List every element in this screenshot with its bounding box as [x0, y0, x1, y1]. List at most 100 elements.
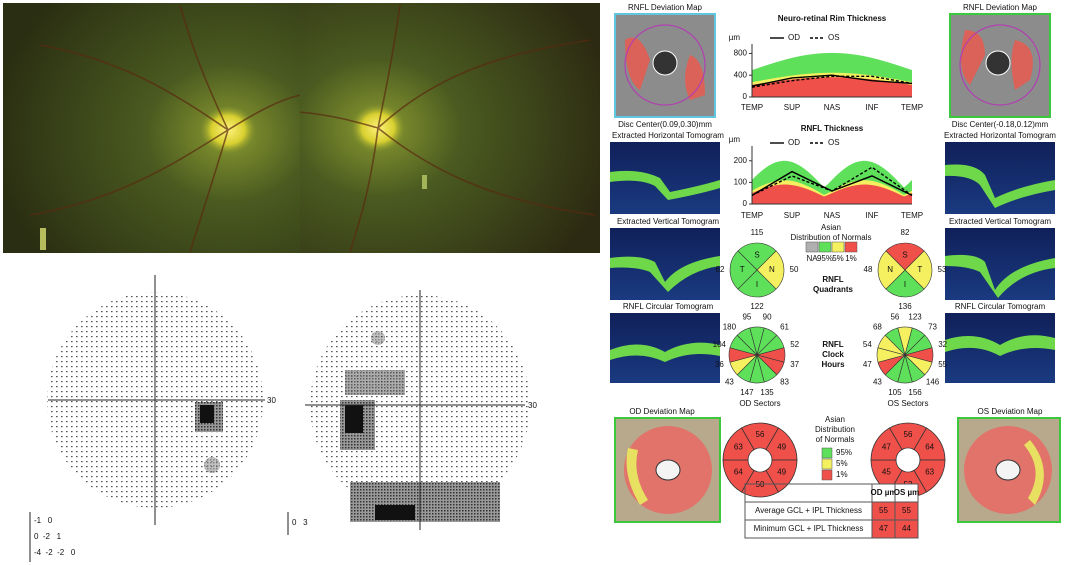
panel-title: Extracted Vertical Tomogram — [949, 217, 1051, 226]
legend-swatch — [821, 447, 833, 459]
legend-label: NA — [806, 254, 818, 263]
quadrant-letter: S — [754, 250, 759, 259]
quadrant-letter: S — [902, 250, 907, 259]
oct-report: RNFL Deviation Map Disc Center(0.09,0.30… — [610, 3, 1061, 523]
legend-swatch — [844, 241, 858, 253]
panel-title: RNFL Circular Tomogram — [955, 302, 1046, 311]
panel-title: Extracted Horizontal Tomogram — [944, 131, 1056, 140]
panel-title: OS Deviation Map — [978, 407, 1043, 416]
y-tick-label: 0 — [743, 92, 748, 101]
clock-value: 52 — [790, 340, 799, 349]
row-label: Average GCL + IPL Thickness — [755, 506, 862, 515]
gcl-value: 56 — [756, 430, 765, 439]
quadrant-letter: N — [887, 265, 893, 274]
retina-band — [945, 254, 1055, 298]
panel-title: OD Deviation Map — [629, 407, 695, 416]
clock-value: 73 — [928, 323, 937, 332]
y-tick-label: 200 — [734, 156, 748, 165]
legend-title: Asian — [821, 223, 841, 232]
gcl-sector — [870, 427, 903, 461]
field-defect — [345, 370, 405, 395]
clock-value: 180 — [723, 323, 737, 332]
gcl-value: 49 — [777, 468, 786, 477]
legend-label: 5% — [832, 254, 844, 263]
clock-value: 55 — [938, 360, 947, 369]
clock-value: 43 — [873, 378, 882, 387]
legend-title: Distribution of Normals — [791, 233, 872, 242]
quadrant-value: 82 — [901, 228, 910, 237]
quadrant-sector — [885, 269, 925, 298]
clock-value: 43 — [725, 378, 734, 387]
legend-swatch — [831, 241, 845, 253]
series-line — [751, 166, 913, 196]
quadrant-letter: T — [917, 265, 922, 274]
quadrant-value: 115 — [751, 228, 764, 237]
retina-band — [945, 164, 1055, 208]
quadrant-sector — [756, 250, 785, 290]
legend-label: OD — [788, 33, 800, 42]
normal-band — [752, 77, 912, 97]
legend-title: Asian — [825, 415, 845, 424]
table-header: OS µm — [894, 488, 920, 497]
table-value: 47 — [879, 524, 888, 533]
quadrant-sector — [885, 242, 925, 271]
gcl-sector — [722, 427, 755, 461]
clock-value: 90 — [763, 312, 772, 321]
map-overlay — [625, 37, 705, 100]
field-defect — [350, 482, 500, 522]
clock-value: 68 — [873, 323, 882, 332]
quadrant-sector — [737, 269, 777, 298]
quadrant-letter: N — [769, 265, 775, 274]
clock-value: 32 — [938, 340, 947, 349]
retina-band — [610, 342, 720, 362]
clock-value: 156 — [908, 388, 922, 397]
retina-band — [610, 170, 720, 200]
y-tick-label: 400 — [734, 70, 748, 79]
clock-value: 104 — [713, 340, 727, 349]
legend-label: OD — [788, 138, 800, 147]
x-tick-label: TEMP — [741, 103, 763, 112]
gcl-value: 63 — [734, 443, 743, 452]
x-tick-label: TEMP — [741, 211, 763, 220]
quadrant-sector — [729, 250, 758, 290]
table-value: 55 — [879, 506, 888, 515]
section-title: Quadrants — [813, 285, 854, 294]
map-overlay — [1024, 440, 1044, 505]
field-scale: 30 — [528, 401, 537, 410]
quadrant-letter: I — [756, 280, 758, 289]
table-value: 55 — [902, 506, 911, 515]
fovea — [655, 459, 681, 481]
y-axis-label: µm — [729, 135, 741, 144]
x-tick-label: SUP — [784, 211, 800, 220]
gcl-value: 45 — [882, 468, 891, 477]
legend-title: Distribution — [815, 425, 855, 434]
quadrant-value: 62 — [716, 265, 725, 274]
clock-value: 56 — [890, 312, 899, 321]
section-title: Hours — [821, 360, 845, 369]
legend-label: 5% — [836, 459, 848, 468]
quadrant-sector — [737, 242, 777, 271]
quadrant-value: 48 — [864, 265, 873, 274]
field-defect — [204, 457, 220, 473]
artifact — [422, 175, 427, 189]
legend-label: 95% — [817, 254, 833, 263]
quadrant-value: 136 — [898, 302, 912, 311]
field-number: 0 -2 1 — [34, 532, 62, 541]
field-number: -1 0 — [34, 516, 53, 525]
gcl-value: 64 — [734, 468, 743, 477]
blind-spot — [345, 405, 363, 433]
clock-sector — [884, 327, 906, 357]
visual-field-os: 30 0 3 — [287, 290, 537, 535]
clock-value: 83 — [780, 378, 789, 387]
row-label: Minimum GCL + IPL Thickness — [754, 524, 864, 533]
panel-title: Extracted Horizontal Tomogram — [612, 131, 724, 140]
quadrant-value: 53 — [938, 265, 947, 274]
clock-value: 146 — [926, 378, 940, 387]
vessels — [29, 4, 301, 253]
y-tick-label: 800 — [734, 49, 748, 58]
section-title: Clock — [822, 350, 844, 359]
fundus-photos — [3, 3, 600, 253]
clock-sector — [736, 327, 758, 357]
normal-band — [752, 184, 912, 204]
